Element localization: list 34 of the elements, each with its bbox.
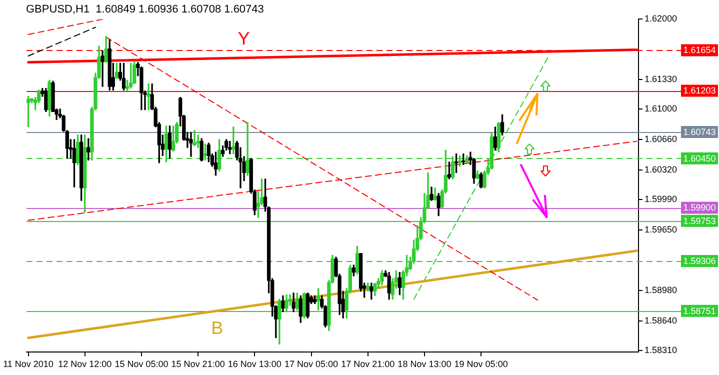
- ref-line-label: 1.59306: [683, 256, 716, 266]
- candlestick: [146, 83, 150, 110]
- x-tick-label: 19 Nov 05:00: [454, 359, 508, 370]
- x-tick-label: 11 Nov 2010: [3, 359, 54, 370]
- y-tick-label: 1.59650: [644, 224, 678, 235]
- x-tick-label: 15 Nov 05:00: [114, 359, 168, 370]
- ref-line-label: 1.61203: [683, 86, 716, 96]
- ref-line-label: 1.60450: [683, 153, 716, 164]
- ref-line-label: 1.60743: [683, 127, 716, 138]
- x-tick-label: 17 Nov 21:00: [341, 359, 395, 370]
- y-tick-label: 1.60320: [644, 164, 678, 174]
- x-tick-label: 18 Nov 13:00: [398, 359, 452, 370]
- x-tick-label: 12 Nov 12:00: [58, 359, 112, 370]
- y-tick-label: 1.59990: [644, 194, 678, 204]
- y-tick-label: 1.61000: [644, 103, 678, 114]
- annotation: B: [211, 318, 224, 338]
- candlestick: [192, 130, 196, 146]
- ref-line-label: 1.59900: [683, 202, 716, 213]
- x-tick-label: 15 Nov 21:00: [171, 359, 225, 370]
- candlestick: [189, 132, 193, 157]
- chart-title: GBPUSD,H1 1.60849 1.60936 1.60708 1.60743: [26, 4, 264, 16]
- ref-line-label: 1.58751: [683, 306, 716, 316]
- y-tick-label: 1.62000: [644, 14, 678, 24]
- y-tick-label: 1.61330: [644, 74, 678, 84]
- candlestick: [100, 50, 104, 87]
- annotation: Y: [238, 28, 250, 49]
- x-tick-label: 16 Nov 13:00: [228, 359, 282, 370]
- ref-line-label: 1.59753: [683, 216, 716, 226]
- x-tick-label: 17 Nov 05:00: [284, 359, 338, 370]
- y-tick-label: 1.58310: [644, 344, 678, 355]
- y-tick-label: 1.60660: [644, 134, 678, 144]
- y-tick-label: 1.58980: [644, 284, 678, 295]
- ref-line-label: 1.61654: [683, 45, 716, 56]
- y-tick-label: 1.58640: [644, 315, 678, 326]
